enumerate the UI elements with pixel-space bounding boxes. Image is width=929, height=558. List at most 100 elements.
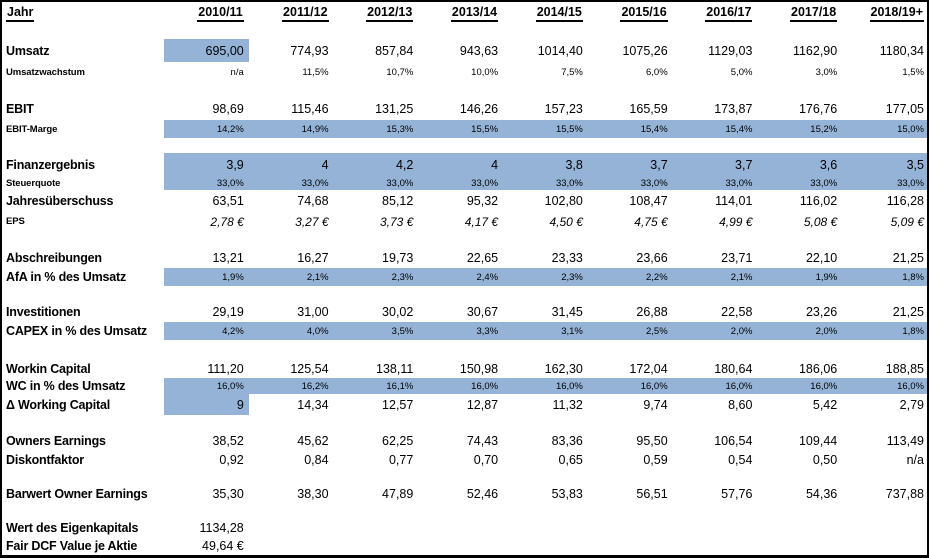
cell-afa-prozent-2013/14[interactable]: 2,4% bbox=[418, 268, 504, 286]
cell-wert-eigenkapital-2014/15[interactable] bbox=[503, 519, 588, 537]
cell-investitionen-2015/16[interactable]: 26,88 bbox=[636, 304, 668, 319]
cell-wc-prozent-2014/15[interactable]: 16,0% bbox=[503, 378, 588, 394]
cell-working-capital-2010/11[interactable]: 111,20 bbox=[207, 361, 244, 376]
cell-afa-prozent-2017/18[interactable]: 1,9% bbox=[757, 268, 843, 286]
cell-wc-prozent-2015/16[interactable]: 16,0% bbox=[587, 378, 673, 394]
cell-finanzergebnis-2015/16[interactable]: 3,7 bbox=[587, 153, 673, 176]
cell-eps-2014/15[interactable]: 4,50 € bbox=[549, 214, 583, 229]
cell-umsatz-2012/13[interactable]: 857,84 bbox=[375, 43, 414, 58]
cell-diskontfaktor-2016/17[interactable]: 0,54 bbox=[728, 452, 753, 467]
row-label-abschreibungen[interactable]: Abschreibungen bbox=[6, 250, 102, 265]
row-label-wert-eigenkapital[interactable]: Wert des Eigenkapitals bbox=[6, 521, 139, 535]
cell-afa-prozent-2010/11[interactable]: 1,9% bbox=[164, 268, 249, 286]
cell-investitionen-2016/17[interactable]: 22,58 bbox=[721, 304, 753, 319]
cell-steuerquote-2014/15[interactable]: 33,0% bbox=[503, 176, 588, 190]
cell-eps-2016/17[interactable]: 4,99 € bbox=[719, 214, 753, 229]
cell-umsatzwachstum-2014/15[interactable]: 7,5% bbox=[561, 67, 583, 78]
cell-capex-prozent-2016/17[interactable]: 2,0% bbox=[672, 322, 758, 340]
cell-investitionen-2014/15[interactable]: 31,45 bbox=[551, 304, 583, 319]
cell-umsatzwachstum-2015/16[interactable]: 6,0% bbox=[646, 67, 668, 78]
cell-delta-working-capital-2011/12[interactable]: 14,34 bbox=[297, 397, 329, 412]
cell-working-capital-2011/12[interactable]: 125,54 bbox=[290, 361, 329, 376]
cell-barwert-owner-earnings-2015/16[interactable]: 56,51 bbox=[636, 486, 668, 501]
cell-working-capital-2018/19+[interactable]: 188,85 bbox=[885, 361, 924, 376]
cell-working-capital-2013/14[interactable]: 150,98 bbox=[459, 361, 499, 376]
cell-barwert-owner-earnings-2018/19+[interactable]: 737,88 bbox=[885, 486, 924, 501]
row-label-eps[interactable]: EPS bbox=[6, 216, 25, 227]
cell-abschreibungen-2011/12[interactable]: 16,27 bbox=[297, 250, 329, 265]
cell-ebit-marge-2011/12[interactable]: 14,9% bbox=[248, 120, 334, 138]
row-label-delta-working-capital[interactable]: Δ Working Capital bbox=[6, 397, 110, 412]
cell-afa-prozent-2015/16[interactable]: 2,2% bbox=[587, 268, 673, 286]
header-cell-jahr[interactable]: Jahr bbox=[2, 5, 164, 26]
cell-eps-2018/19+[interactable]: 5,09 € bbox=[890, 214, 924, 229]
cell-diskontfaktor-2015/16[interactable]: 0,59 bbox=[643, 452, 668, 467]
cell-steuerquote-2010/11[interactable]: 33,0% bbox=[164, 176, 249, 190]
cell-fair-dcf-value-2010/11[interactable]: 49,64 € bbox=[202, 539, 244, 553]
cell-afa-prozent-2018/19+[interactable]: 1,8% bbox=[842, 268, 927, 286]
cell-delta-working-capital-2010/11[interactable]: 9 bbox=[164, 394, 249, 415]
cell-eps-2017/18[interactable]: 5,08 € bbox=[803, 214, 838, 229]
cell-owners-earnings-2018/19+[interactable]: 113,49 bbox=[886, 433, 924, 448]
cell-umsatz-2014/15[interactable]: 1014,40 bbox=[537, 43, 583, 58]
cell-eps-2015/16[interactable]: 4,75 € bbox=[634, 214, 668, 229]
cell-ebit-2012/13[interactable]: 131,25 bbox=[375, 102, 414, 116]
cell-barwert-owner-earnings-2016/17[interactable]: 57,76 bbox=[721, 486, 753, 501]
cell-owners-earnings-2014/15[interactable]: 83,36 bbox=[551, 433, 583, 448]
cell-ebit-2014/15[interactable]: 157,23 bbox=[544, 102, 583, 116]
cell-afa-prozent-2011/12[interactable]: 2,1% bbox=[248, 268, 334, 286]
cell-barwert-owner-earnings-2017/18[interactable]: 54,36 bbox=[805, 486, 838, 501]
cell-umsatzwachstum-2016/17[interactable]: 5,0% bbox=[730, 67, 753, 78]
header-cell-year[interactable]: 2018/19+ bbox=[842, 5, 927, 26]
row-label-finanzergebnis[interactable]: Finanzergebnis bbox=[6, 157, 95, 172]
cell-ebit-marge-2014/15[interactable]: 15,5% bbox=[503, 120, 588, 138]
row-label-steuerquote[interactable]: Steuerquote bbox=[6, 177, 61, 189]
cell-capex-prozent-2012/13[interactable]: 3,5% bbox=[333, 322, 419, 340]
cell-working-capital-2016/17[interactable]: 180,64 bbox=[714, 361, 753, 376]
cell-diskontfaktor-2013/14[interactable]: 0,70 bbox=[473, 452, 499, 467]
cell-steuerquote-2013/14[interactable]: 33,0% bbox=[418, 176, 504, 190]
cell-investitionen-2017/18[interactable]: 23,26 bbox=[805, 304, 838, 319]
cell-fair-dcf-value-2013/14[interactable] bbox=[418, 537, 503, 555]
cell-working-capital-2015/16[interactable]: 172,04 bbox=[629, 361, 668, 376]
cell-jahresueberschuss-2010/11[interactable]: 63,51 bbox=[212, 193, 244, 208]
cell-ebit-marge-2017/18[interactable]: 15,2% bbox=[757, 120, 843, 138]
cell-investitionen-2012/13[interactable]: 30,02 bbox=[382, 304, 414, 319]
row-label-barwert-owner-earnings[interactable]: Barwert Owner Earnings bbox=[6, 486, 148, 501]
cell-steuerquote-2018/19+[interactable]: 33,0% bbox=[842, 176, 927, 190]
cell-finanzergebnis-2014/15[interactable]: 3,8 bbox=[503, 153, 588, 176]
cell-ebit-marge-2015/16[interactable]: 15,4% bbox=[587, 120, 673, 138]
cell-diskontfaktor-2017/18[interactable]: 0,50 bbox=[812, 452, 838, 467]
cell-wc-prozent-2010/11[interactable]: 16,0% bbox=[164, 378, 249, 394]
cell-umsatz-2010/11[interactable]: 695,00 bbox=[164, 39, 249, 62]
cell-umsatz-2015/16[interactable]: 1075,26 bbox=[622, 43, 668, 58]
cell-fair-dcf-value-2015/16[interactable] bbox=[588, 537, 673, 555]
row-label-diskontfaktor[interactable]: Diskontfaktor bbox=[6, 452, 84, 467]
cell-steuerquote-2017/18[interactable]: 33,0% bbox=[757, 176, 843, 190]
cell-afa-prozent-2016/17[interactable]: 2,1% bbox=[672, 268, 758, 286]
cell-eps-2011/12[interactable]: 3,27 € bbox=[295, 214, 329, 229]
cell-umsatzwachstum-2013/14[interactable]: 10,0% bbox=[471, 67, 499, 78]
cell-capex-prozent-2013/14[interactable]: 3,3% bbox=[418, 322, 504, 340]
cell-barwert-owner-earnings-2014/15[interactable]: 53,83 bbox=[551, 486, 583, 501]
cell-delta-working-capital-2015/16[interactable]: 9,74 bbox=[643, 397, 668, 412]
row-label-fair-dcf-value[interactable]: Fair DCF Value je Aktie bbox=[6, 539, 138, 553]
cell-steuerquote-2016/17[interactable]: 33,0% bbox=[672, 176, 758, 190]
cell-fair-dcf-value-2011/12[interactable] bbox=[249, 537, 334, 555]
cell-capex-prozent-2011/12[interactable]: 4,0% bbox=[248, 322, 334, 340]
cell-umsatz-2018/19+[interactable]: 1180,34 bbox=[879, 43, 924, 58]
cell-owners-earnings-2012/13[interactable]: 62,25 bbox=[382, 433, 414, 448]
cell-wc-prozent-2013/14[interactable]: 16,0% bbox=[418, 378, 504, 394]
cell-delta-working-capital-2014/15[interactable]: 11,32 bbox=[552, 397, 583, 412]
cell-investitionen-2018/19+[interactable]: 21,25 bbox=[892, 304, 924, 319]
row-label-investitionen[interactable]: Investitionen bbox=[6, 304, 81, 319]
cell-fair-dcf-value-2016/17[interactable] bbox=[673, 537, 758, 555]
cell-wert-eigenkapital-2016/17[interactable] bbox=[673, 519, 758, 537]
cell-finanzergebnis-2011/12[interactable]: 4 bbox=[248, 153, 334, 176]
cell-abschreibungen-2010/11[interactable]: 13,21 bbox=[212, 250, 244, 265]
cell-diskontfaktor-2011/12[interactable]: 0,84 bbox=[304, 452, 329, 467]
cell-wert-eigenkapital-2011/12[interactable] bbox=[249, 519, 334, 537]
cell-fair-dcf-value-2014/15[interactable] bbox=[503, 537, 588, 555]
cell-umsatzwachstum-2012/13[interactable]: 10,7% bbox=[386, 67, 414, 78]
cell-diskontfaktor-2012/13[interactable]: 0,77 bbox=[388, 452, 414, 467]
